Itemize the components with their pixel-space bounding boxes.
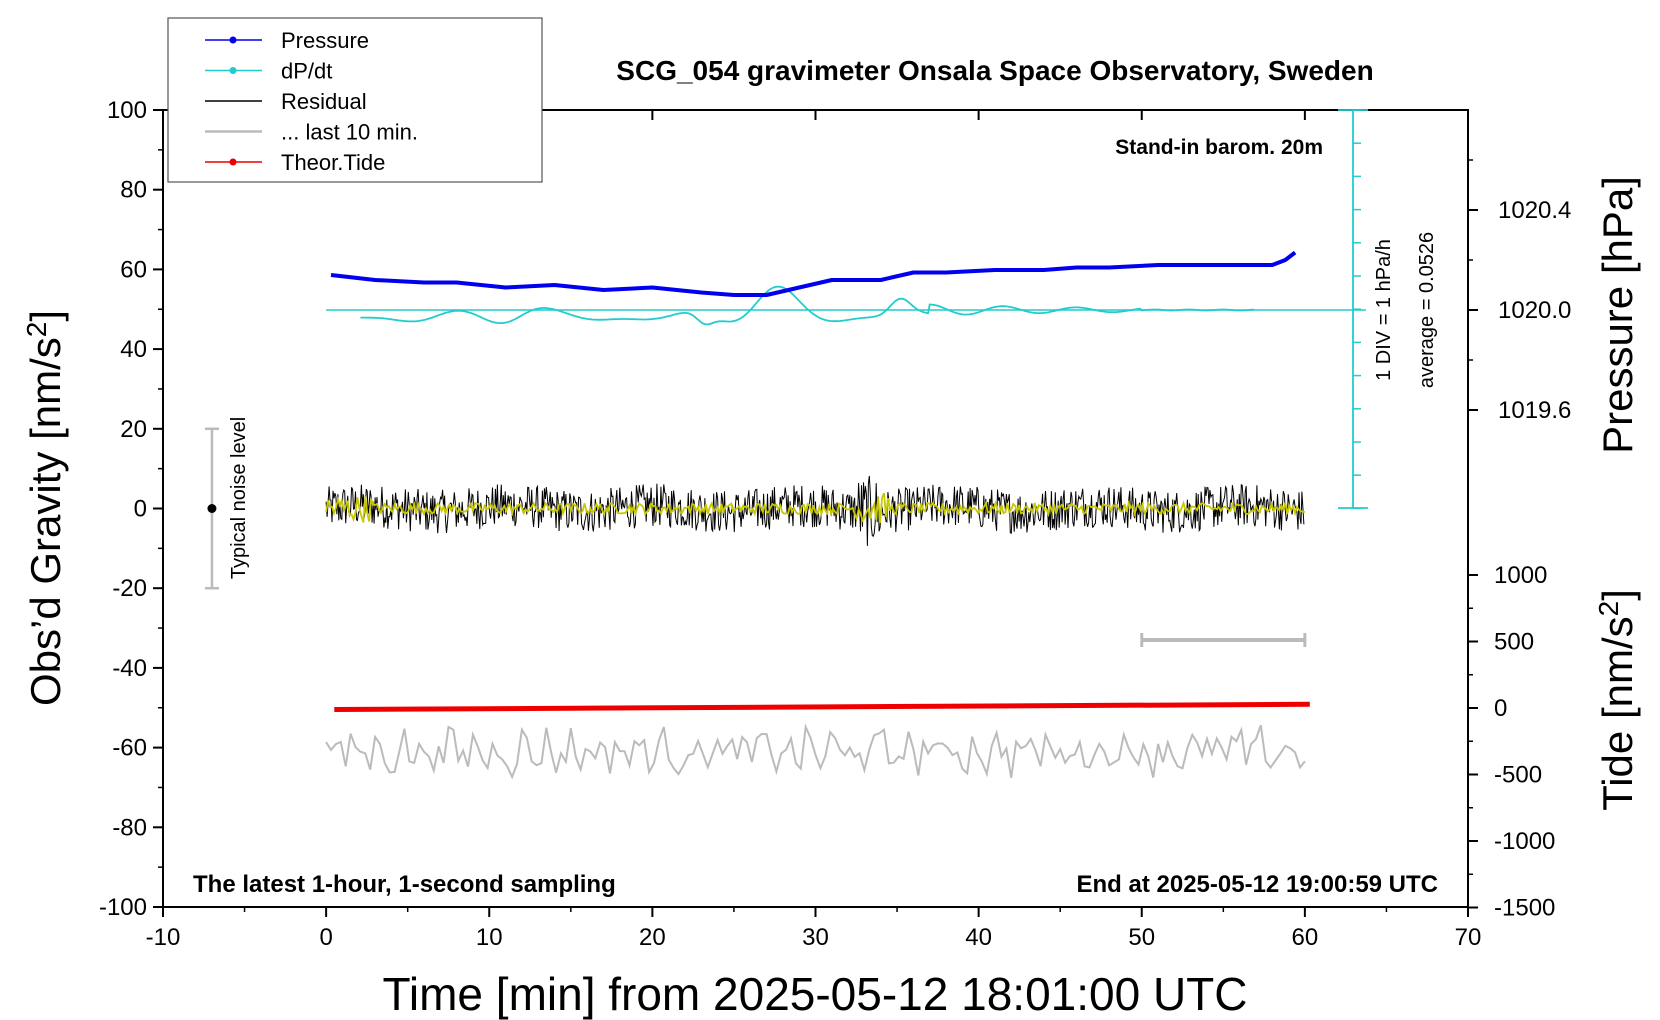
chart-title: SCG_054 gravimeter Onsala Space Observat… xyxy=(616,55,1373,86)
pressure-tick-label: 1020.4 xyxy=(1498,197,1571,224)
legend-marker xyxy=(229,158,237,166)
y-axis-tide-label-main: Tide [nm/s xyxy=(1594,616,1641,811)
legend-marker xyxy=(229,36,237,44)
series-layer xyxy=(204,250,1366,780)
noise-level-label: Typical noise level xyxy=(228,417,250,579)
y-tick-label: -60 xyxy=(112,735,147,762)
y-tick-label: 20 xyxy=(120,416,147,443)
average-label: average = 0.0526 xyxy=(1416,232,1438,388)
legend-box xyxy=(167,17,543,183)
series-tide-line xyxy=(334,701,1310,712)
x-tick-label: 20 xyxy=(639,924,666,951)
tide-tick-label: 1000 xyxy=(1494,562,1547,589)
y-axis-tide: 1000 500 0 -500 -1000 -1500 xyxy=(1468,562,1555,922)
legend-label: ... last 10 min. xyxy=(281,120,418,145)
x-tick-label: 0 xyxy=(319,924,332,951)
series-pressure-line xyxy=(330,250,1297,297)
series-last10-line xyxy=(325,723,1306,780)
y-tick-label: -40 xyxy=(112,655,147,682)
legend-label: Residual xyxy=(281,89,367,114)
y-axis-tide-label-end: ] xyxy=(1594,589,1641,601)
noise-center-point xyxy=(207,504,217,513)
y-axis-left-label-sup: 2 xyxy=(21,322,52,338)
y-tick-label: -20 xyxy=(112,575,147,602)
tide-tick-label: -500 xyxy=(1494,762,1542,789)
y-axis-tide-label-sup: 2 xyxy=(1593,601,1624,617)
dpdt-scale-bar xyxy=(1338,109,1368,510)
y-axis-left: 100 80 60 40 20 0 -20 -40 -60 -80 -100 xyxy=(99,97,163,921)
legend-label: Pressure xyxy=(281,28,369,53)
legend: Pressure dP/dt Residual ... last 10 min. The… xyxy=(167,17,543,183)
y-axis-left-label-main: Obs’d Gravity [nm/s xyxy=(22,337,69,706)
y-tick-label: 0 xyxy=(134,496,147,523)
tide-tick-label: 0 xyxy=(1494,695,1507,722)
y-axis-left-label: Obs’d Gravity [nm/s2] xyxy=(21,310,69,706)
latest-hour-note: The latest 1-hour, 1-second sampling xyxy=(193,871,616,898)
x-axis: -10 0 10 20 30 40 50 60 70 xyxy=(146,110,1482,951)
y-tick-label: -100 xyxy=(99,894,147,921)
y-tick-label: 80 xyxy=(120,177,147,204)
y-tick-label: 40 xyxy=(120,336,147,363)
y-axis-pressure: 1020.4 1020.0 1019.6 xyxy=(1468,159,1571,424)
tide-tick-label: 500 xyxy=(1494,629,1534,656)
y-axis-pressure-label: Pressure [hPa] xyxy=(1594,176,1641,454)
x-tick-label: -10 xyxy=(146,924,181,951)
x-tick-label: 40 xyxy=(965,924,992,951)
pressure-tick-label: 1020.0 xyxy=(1498,297,1571,324)
series-residual-smoothed-line xyxy=(325,492,1306,523)
series-residual-line xyxy=(325,475,1305,546)
series-dpdt-line xyxy=(360,285,1255,326)
end-time-note: End at 2025-05-12 19:00:59 UTC xyxy=(1077,871,1439,898)
stand-in-barometer-note: Stand-in barom. 20m xyxy=(1115,136,1323,159)
x-axis-label: Time [min] from 2025-05-12 18:01:00 UTC xyxy=(383,968,1248,1020)
tide-tick-label: -1000 xyxy=(1494,828,1555,855)
legend-label: Theor.Tide xyxy=(281,150,385,175)
y-axis-left-label-end: ] xyxy=(22,310,69,322)
x-tick-label: 10 xyxy=(476,924,503,951)
x-tick-label: 30 xyxy=(802,924,829,951)
x-tick-label: 70 xyxy=(1455,924,1482,951)
legend-label: dP/dt xyxy=(281,59,332,84)
y-tick-label: 100 xyxy=(107,97,147,124)
y-tick-label: 60 xyxy=(120,256,147,283)
x-tick-label: 60 xyxy=(1292,924,1319,951)
tide-tick-label: -1500 xyxy=(1494,895,1555,922)
x-tick-label: 50 xyxy=(1128,924,1155,951)
div-scale-label: 1 DIV = 1 hPa/h xyxy=(1373,239,1395,381)
pressure-tick-label: 1019.6 xyxy=(1498,397,1571,424)
y-tick-label: -80 xyxy=(112,814,147,841)
legend-marker xyxy=(229,67,237,74)
y-axis-tide-label: Tide [nm/s2] xyxy=(1593,589,1641,811)
